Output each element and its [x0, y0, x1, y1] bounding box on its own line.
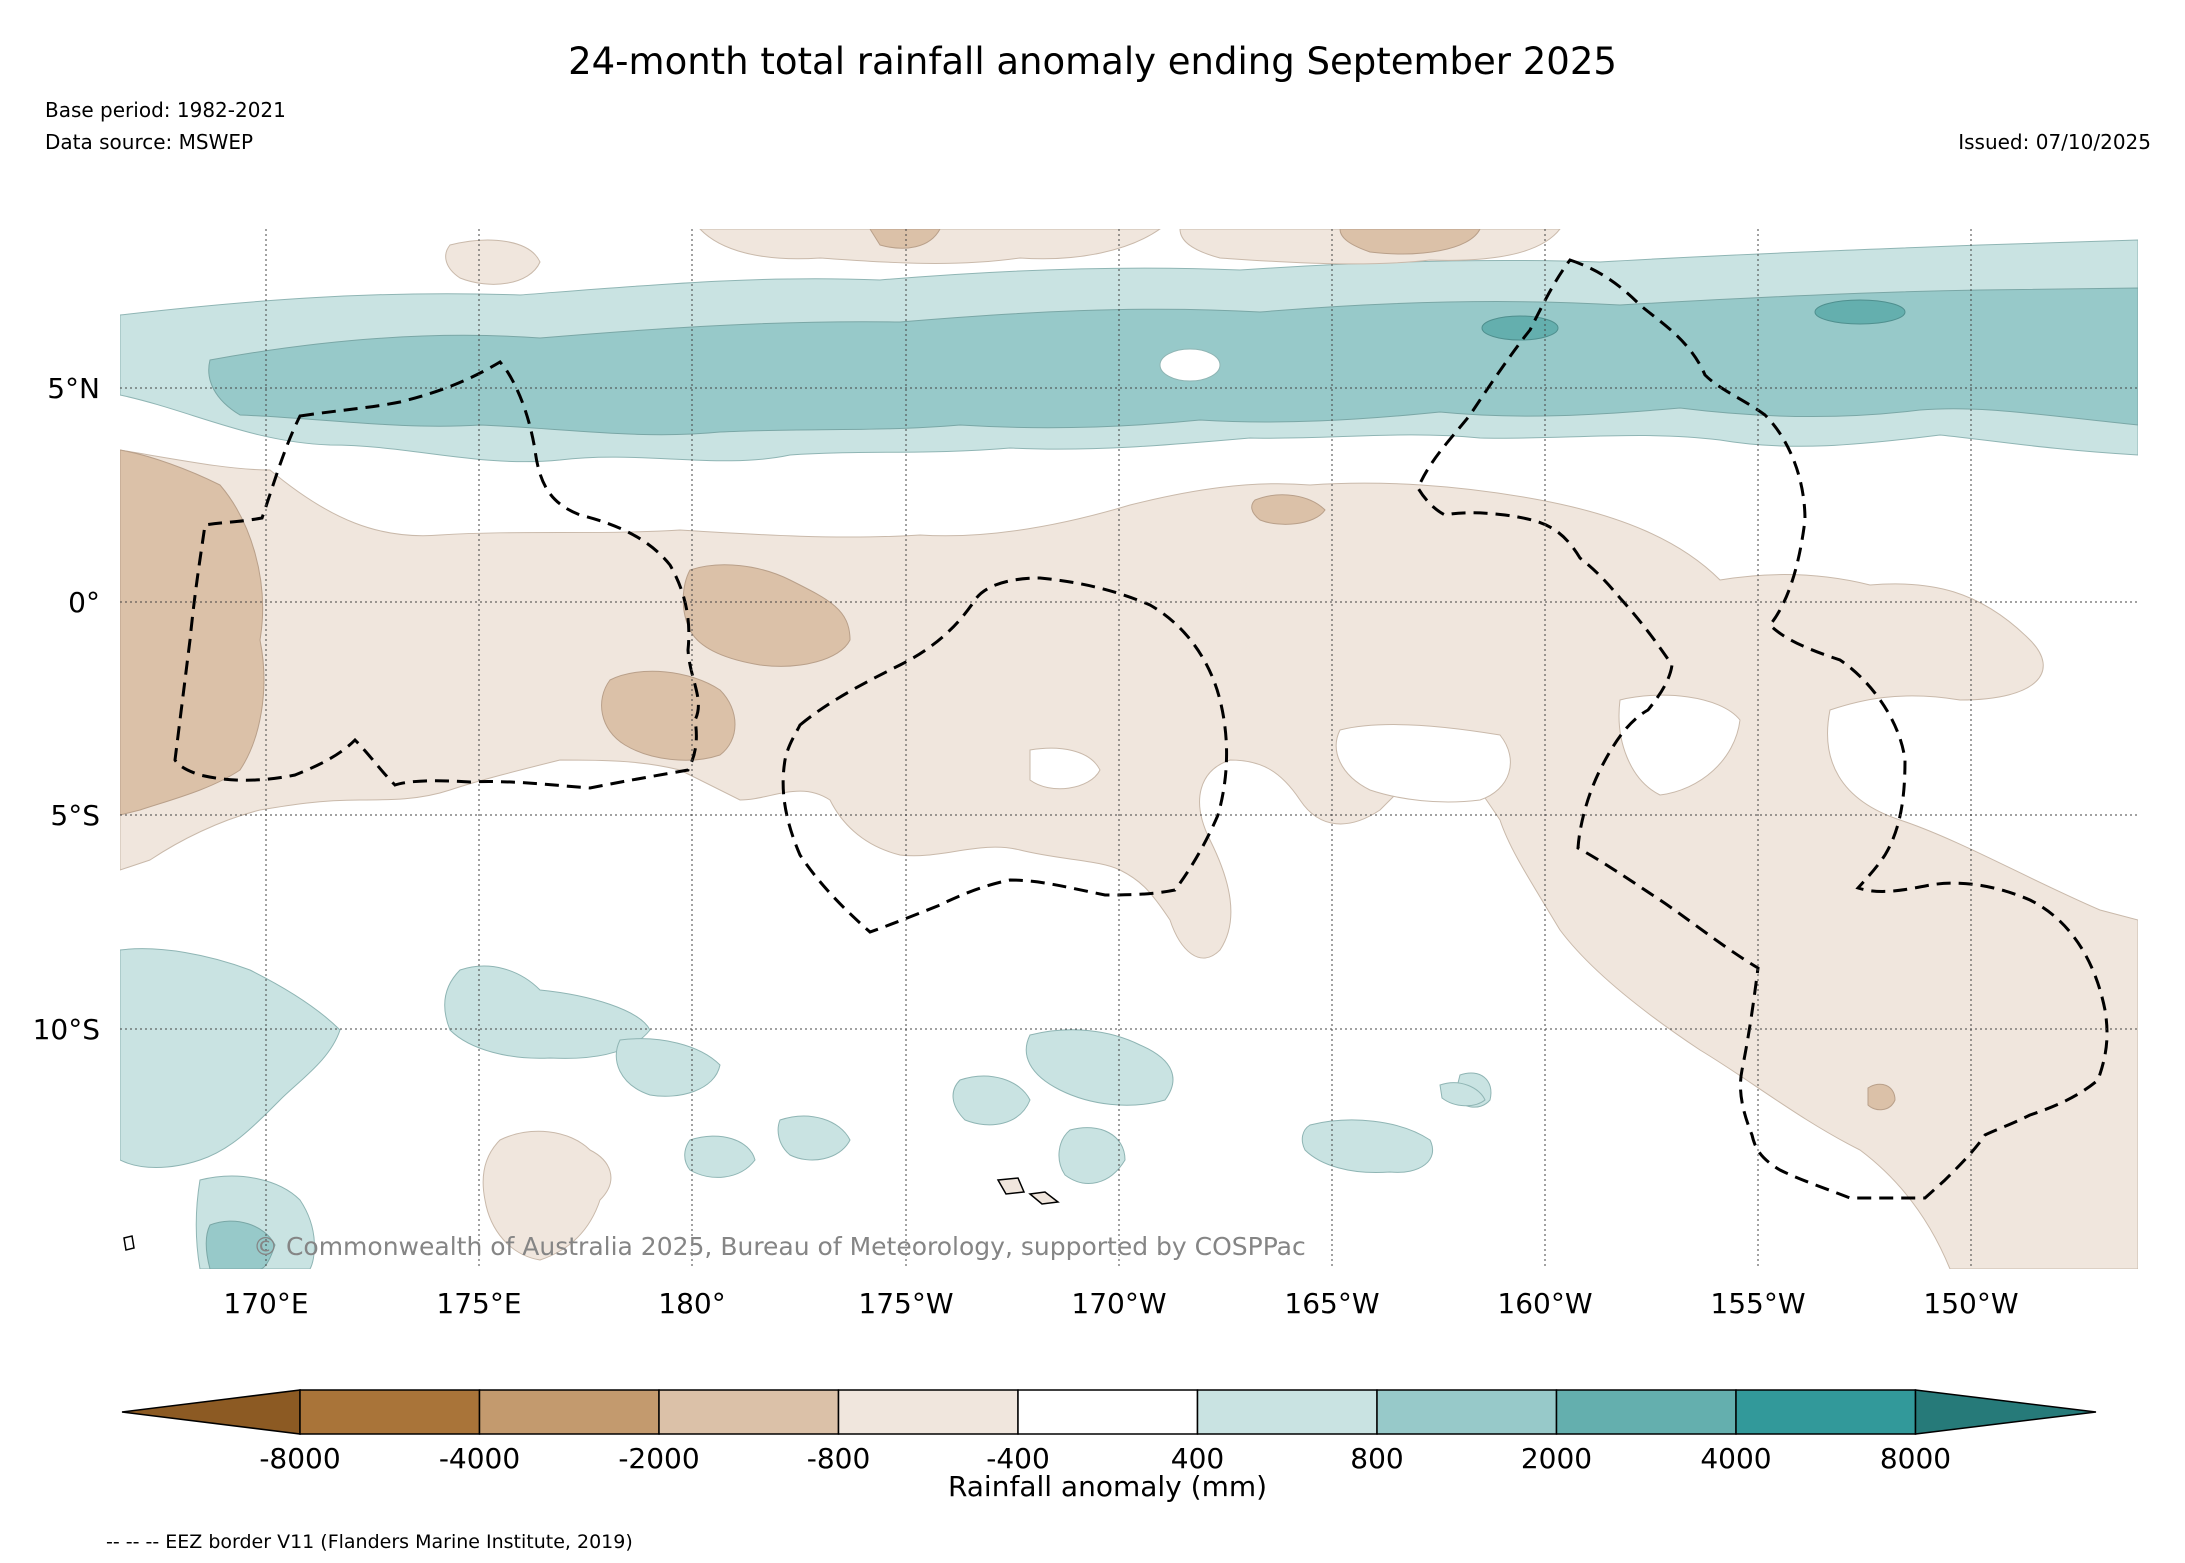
- colorbar-tick-label: 400: [1171, 1442, 1224, 1475]
- colorbar-segment: [1376, 1389, 1558, 1435]
- anomaly-region-wet-2000: [1814, 299, 1906, 325]
- anomaly-region-dry-800: [1251, 494, 1326, 525]
- colorbar-extend-min: [121, 1389, 301, 1435]
- lon-label-180: 180°: [658, 1287, 725, 1320]
- latitude-labels: 5°N 0° 5°S 10°S: [33, 372, 100, 1046]
- lon-label-155w: 155°W: [1710, 1287, 1805, 1320]
- colorbar-tick-label: -2000: [618, 1442, 699, 1475]
- lon-label-165w: 165°W: [1284, 1287, 1379, 1320]
- anomaly-region-wet-400: [777, 1115, 851, 1161]
- colorbar-segment: [1017, 1389, 1199, 1435]
- eez-legend-note: -- -- -- EEZ border V11 (Flanders Marine…: [106, 1531, 633, 1553]
- eez-borders: [173, 258, 2109, 1200]
- colorbar-label: Rainfall anomaly (mm): [947, 1470, 1268, 1503]
- eez-border: [173, 360, 700, 790]
- lon-label-175w: 175°W: [858, 1287, 953, 1320]
- colorbar-tick-label: -800: [807, 1442, 871, 1475]
- colorbar-segment: [658, 1389, 840, 1435]
- anomaly-region-dry-800: [1339, 229, 1481, 255]
- anomaly-region-wet-400: [684, 1135, 756, 1178]
- anomaly-region-dry-800: [120, 449, 265, 816]
- lat-label-5s: 5°S: [50, 799, 100, 832]
- colorbar-segment: [837, 1389, 1019, 1435]
- anomaly-region-wet-800: [205, 1220, 276, 1269]
- lon-label-160w: 160°W: [1497, 1287, 1592, 1320]
- anomaly-region-dry-800: [869, 229, 941, 249]
- colorbar-tick-label: 800: [1350, 1442, 1403, 1475]
- anomaly-region-wet-400: [952, 1075, 1031, 1126]
- island: [123, 1235, 135, 1251]
- colorbar-segment: [299, 1389, 481, 1435]
- base-period: Base period: 1982-2021: [45, 98, 286, 122]
- anomaly-region-dry-400: [445, 239, 541, 285]
- lat-label-0: 0°: [68, 586, 100, 619]
- graticule: [120, 229, 2138, 1269]
- colorbar-tick-label: 4000: [1700, 1442, 1771, 1475]
- colorbar-segment: [1196, 1389, 1378, 1435]
- colorbar-segment: [1555, 1389, 1737, 1435]
- eez-border: [781, 576, 1229, 934]
- colorbar-segment: [1735, 1389, 1917, 1435]
- colorbar-segment: [478, 1389, 660, 1435]
- map-title: 24-month total rainfall anomaly ending S…: [568, 40, 1617, 83]
- longitude-labels: 170°E 175°E 180° 175°W 170°W 165°W 160°W…: [223, 1287, 2018, 1320]
- island: [996, 1177, 1026, 1195]
- colorbar-extend-max: [1914, 1389, 2097, 1435]
- copyright-notice: © Commonwealth of Australia 2025, Bureau…: [253, 1232, 1306, 1261]
- anomaly-region-dry-400: [482, 1130, 612, 1261]
- lon-label-150w: 150°W: [1923, 1287, 2018, 1320]
- eez-border: [1416, 258, 2109, 1200]
- anomaly-region-wet-400: [1301, 1119, 1433, 1174]
- colorbar: -8000 -4000 -2000 -800 -400 400 800 2000 4000 800…: [121, 1389, 2097, 1475]
- issued-date: Issued: 07/10/2025: [1958, 130, 2151, 154]
- anomaly-region-neutral: [1159, 348, 1221, 382]
- anomaly-region-dry-400: [699, 229, 1161, 264]
- lon-label-170w: 170°W: [1071, 1287, 1166, 1320]
- anomaly-region-wet-400: [615, 1038, 721, 1097]
- anomaly-region-wet-400: [120, 948, 341, 1168]
- anomaly-region-dry-400: [120, 449, 2138, 1269]
- anomaly-region-wet-2000: [1481, 315, 1559, 341]
- anomaly-region-neutral: [1029, 747, 1101, 790]
- anomaly-region-wet-400: [1025, 1029, 1174, 1106]
- anomaly-region-wet-400: [1439, 1082, 1486, 1107]
- anomaly-region-neutral: [1335, 724, 1511, 803]
- anomaly-region-dry-800: [601, 670, 736, 761]
- colorbar-tick-label: 8000: [1880, 1442, 1951, 1475]
- map-area: [120, 229, 2138, 1269]
- anomaly-region-dry-800: [1867, 1083, 1896, 1111]
- anomaly-region-neutral: [1618, 694, 1741, 796]
- lon-label-175e: 175°E: [436, 1287, 521, 1320]
- lon-label-170e: 170°E: [223, 1287, 308, 1320]
- anomaly-region-wet-400: [1058, 1127, 1126, 1184]
- island: [1028, 1191, 1060, 1205]
- lat-label-10s: 10°S: [33, 1013, 100, 1046]
- colorbar-tick-label: -400: [986, 1442, 1050, 1475]
- colorbar-tick-label: -4000: [439, 1442, 520, 1475]
- colorbar-tick-label: -8000: [259, 1442, 340, 1475]
- lat-label-5n: 5°N: [47, 372, 100, 405]
- colorbar-tick-label: 2000: [1521, 1442, 1592, 1475]
- data-source: Data source: MSWEP: [45, 130, 254, 154]
